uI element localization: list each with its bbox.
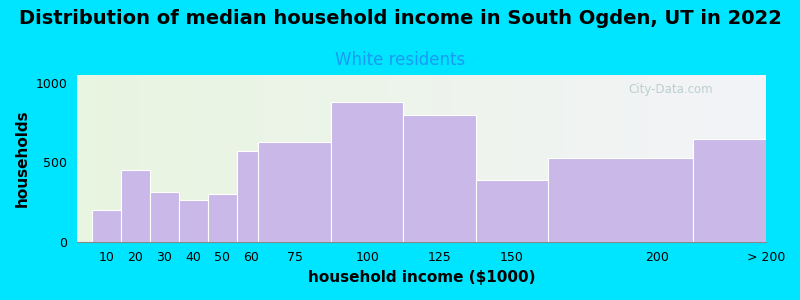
- Bar: [208, 194, 237, 242]
- Bar: [237, 151, 266, 242]
- Bar: [150, 193, 178, 242]
- Y-axis label: households: households: [15, 110, 30, 207]
- Bar: [403, 115, 476, 242]
- Text: White residents: White residents: [335, 51, 465, 69]
- Bar: [258, 142, 331, 242]
- Bar: [121, 170, 150, 242]
- Text: City-Data.com: City-Data.com: [628, 83, 713, 96]
- Text: Distribution of median household income in South Ogden, UT in 2022: Distribution of median household income …: [18, 9, 782, 28]
- X-axis label: household income ($1000): household income ($1000): [308, 270, 535, 285]
- Bar: [92, 210, 121, 242]
- Bar: [178, 200, 208, 242]
- Bar: [694, 139, 800, 242]
- Bar: [548, 158, 694, 242]
- Bar: [331, 102, 403, 242]
- Bar: [476, 180, 548, 242]
